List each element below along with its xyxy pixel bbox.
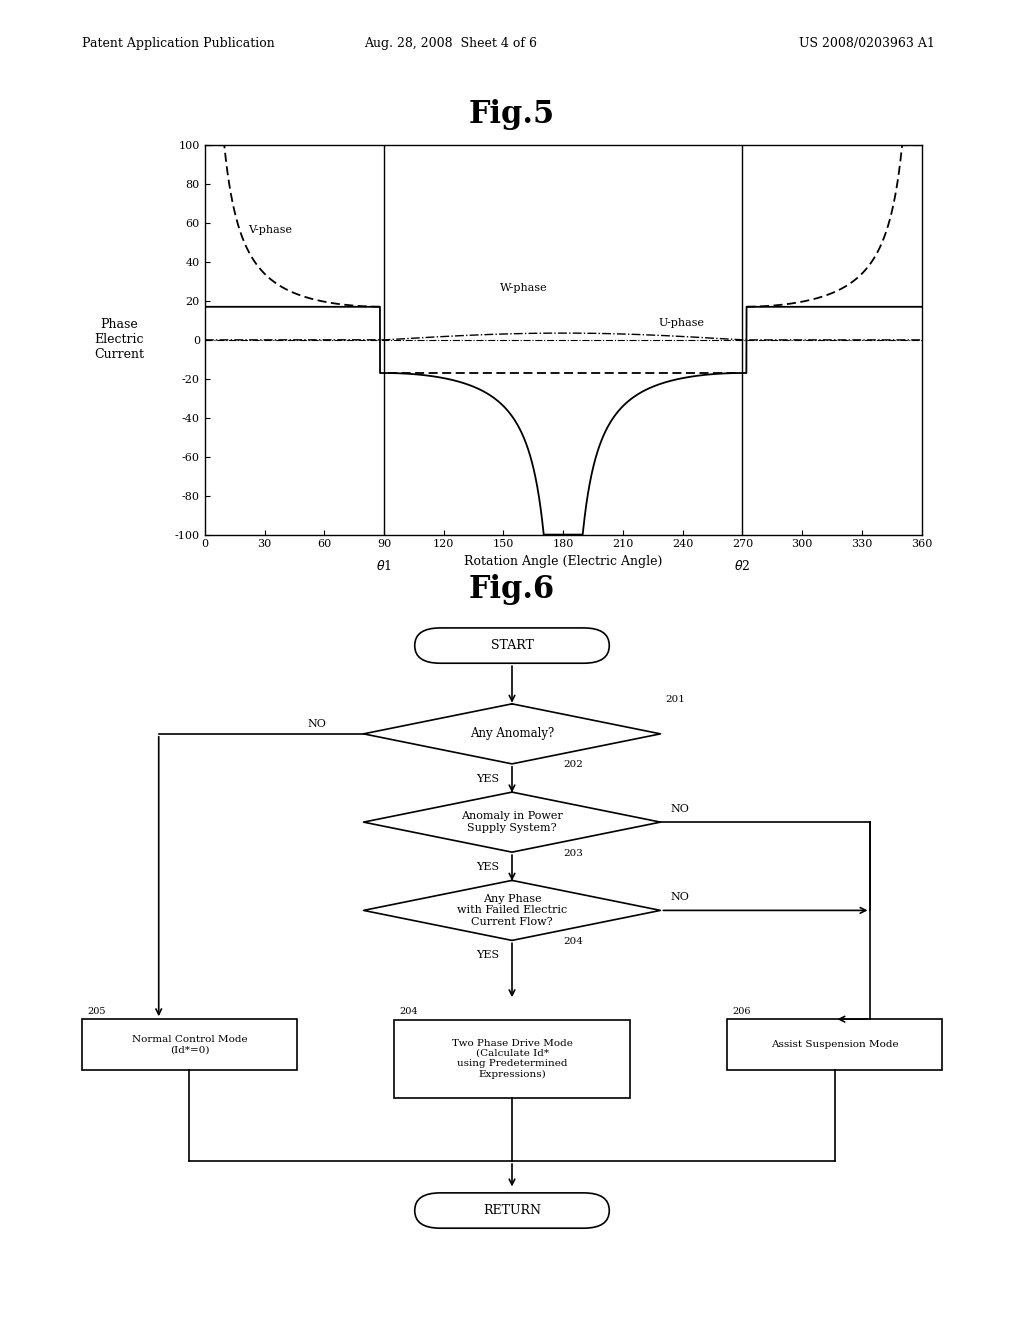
- Y-axis label: Phase
Electric
Current: Phase Electric Current: [94, 318, 144, 362]
- Text: 204: 204: [563, 937, 583, 946]
- Text: U-phase: U-phase: [658, 318, 705, 329]
- Text: Aug. 28, 2008  Sheet 4 of 6: Aug. 28, 2008 Sheet 4 of 6: [365, 37, 537, 50]
- Text: NO: NO: [307, 719, 326, 729]
- Bar: [394, 1020, 630, 1097]
- Text: Any Phase
with Failed Electric
Current Flow?: Any Phase with Failed Electric Current F…: [457, 894, 567, 927]
- Text: NO: NO: [671, 804, 689, 813]
- Polygon shape: [364, 704, 660, 764]
- Text: Fig.5: Fig.5: [469, 99, 555, 129]
- Polygon shape: [364, 880, 660, 940]
- Text: YES: YES: [476, 950, 500, 960]
- Text: Two Phase Drive Mode
(Calculate Id*
using Predetermined
Expressions): Two Phase Drive Mode (Calculate Id* usin…: [452, 1039, 572, 1078]
- Text: 205: 205: [87, 1007, 105, 1015]
- FancyBboxPatch shape: [415, 628, 609, 663]
- Text: 204: 204: [399, 1007, 418, 1016]
- Text: Assist Suspension Mode: Assist Suspension Mode: [771, 1040, 898, 1049]
- Text: Any Anomaly?: Any Anomaly?: [470, 727, 554, 741]
- Text: NO: NO: [671, 892, 689, 902]
- Text: Anomaly in Power
Supply System?: Anomaly in Power Supply System?: [461, 812, 563, 833]
- Text: V-phase: V-phase: [249, 224, 293, 235]
- Text: 202: 202: [563, 760, 583, 770]
- Text: YES: YES: [476, 774, 500, 784]
- Bar: [727, 1019, 942, 1071]
- Text: RETURN: RETURN: [483, 1204, 541, 1217]
- Text: $\theta$2: $\theta$2: [734, 558, 751, 573]
- Text: 201: 201: [666, 694, 685, 704]
- Text: Normal Control Mode
(Id*=0): Normal Control Mode (Id*=0): [132, 1035, 247, 1055]
- FancyBboxPatch shape: [415, 1193, 609, 1228]
- Text: US 2008/0203963 A1: US 2008/0203963 A1: [799, 37, 935, 50]
- Text: 203: 203: [563, 849, 583, 858]
- Text: YES: YES: [476, 862, 500, 871]
- Text: Patent Application Publication: Patent Application Publication: [82, 37, 274, 50]
- Bar: [82, 1019, 297, 1071]
- Polygon shape: [364, 792, 660, 853]
- Text: 206: 206: [732, 1007, 751, 1015]
- Text: W-phase: W-phase: [500, 284, 547, 293]
- Text: $\theta$1: $\theta$1: [376, 558, 392, 573]
- Text: Fig.6: Fig.6: [469, 574, 555, 605]
- X-axis label: Rotation Angle (Electric Angle): Rotation Angle (Electric Angle): [464, 554, 663, 568]
- Text: START: START: [490, 639, 534, 652]
